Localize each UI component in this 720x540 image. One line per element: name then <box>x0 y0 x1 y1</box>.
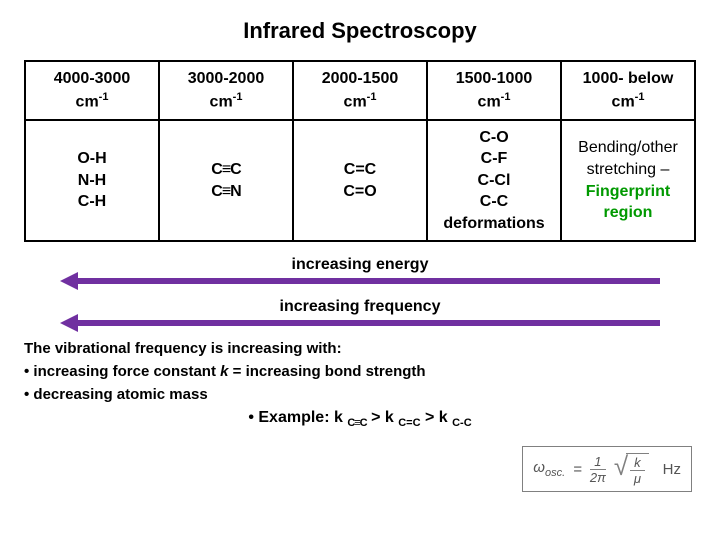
frequency-label: increasing frequency <box>24 298 696 316</box>
bond-text: C=O <box>343 183 376 200</box>
omega-symbol: ω <box>533 459 545 476</box>
unit-text: cm <box>612 93 635 110</box>
header-3000-2000: 3000-2000 cm-1 <box>159 61 293 120</box>
header-4000-3000: 4000-3000 cm-1 <box>25 61 159 120</box>
bond-text: C-H <box>78 193 106 210</box>
header-1000-below: 1000- below cm-1 <box>561 61 695 120</box>
spectroscopy-table: 4000-3000 cm-1 3000-2000 cm-1 2000-1500 … <box>24 60 696 242</box>
frac-top: k <box>630 456 645 471</box>
energy-arrow-row: increasing energy <box>24 256 696 286</box>
bond-text: C-F <box>481 150 508 167</box>
bond-text: C-C <box>480 193 508 210</box>
notes-intro: The vibrational frequency is increasing … <box>24 340 696 357</box>
fraction-1-2pi: 1 2π <box>590 455 606 484</box>
bond-text: C≡C <box>211 161 240 178</box>
bond-text: C≡N <box>211 183 240 200</box>
fingerprint-text: region <box>604 204 653 221</box>
example-line: • Example: k C≡C > k C=C > k C-C <box>24 409 696 429</box>
note-text: • increasing force constant <box>24 363 220 380</box>
desc-text: stretching – <box>587 161 670 178</box>
example-sub: C-C <box>452 418 472 430</box>
example-sub: C≡C <box>347 418 366 430</box>
unit-sup: -1 <box>367 91 377 103</box>
unit-sup: -1 <box>501 91 511 103</box>
energy-label: increasing energy <box>24 256 696 274</box>
formula-lhs: ωosc. <box>533 459 565 479</box>
page-title: Infrared Spectroscopy <box>24 18 696 44</box>
note-atomic-mass: • decreasing atomic mass <box>24 386 696 403</box>
unit-text: cm <box>344 93 367 110</box>
osc-subscript: osc. <box>545 467 565 479</box>
formula-box: ωosc. = 1 2π √ k μ Hz <box>522 446 692 492</box>
bond-text: C-O <box>479 129 508 146</box>
frac-bot: μ <box>634 471 641 485</box>
arrow-left-icon <box>60 318 660 328</box>
note-force-constant: • increasing force constant k = increasi… <box>24 363 696 380</box>
notes-section: The vibrational frequency is increasing … <box>24 340 696 429</box>
unit-sup: -1 <box>635 91 645 103</box>
arrow-left-icon <box>60 276 660 286</box>
example-text: > k <box>421 409 453 426</box>
cell-2000-1500: C=C C=O <box>293 120 427 242</box>
unit-sup: -1 <box>233 91 243 103</box>
range-text: 3000-2000 <box>188 70 265 87</box>
table-header-row: 4000-3000 cm-1 3000-2000 cm-1 2000-1500 … <box>25 61 695 120</box>
cell-4000-3000: O-H N-H C-H <box>25 120 159 242</box>
note-text: = increasing bond strength <box>228 363 425 380</box>
unit-text: cm <box>210 93 233 110</box>
unit-hz: Hz <box>663 461 681 478</box>
unit-text: cm <box>478 93 501 110</box>
range-text: 4000-3000 <box>54 70 131 87</box>
cell-1000-below: Bending/other stretching – Fingerprint r… <box>561 120 695 242</box>
cell-3000-2000: C≡C C≡N <box>159 120 293 242</box>
equals-sign: = <box>573 461 582 478</box>
fraction-k-mu: k μ <box>630 456 645 485</box>
frequency-arrow-row: increasing frequency <box>24 298 696 328</box>
bond-text: deformations <box>443 215 544 232</box>
frac-bot: 2π <box>590 470 606 484</box>
range-text: 1000- below <box>583 70 674 87</box>
desc-text: Bending/other <box>578 139 678 156</box>
sqrt-icon: √ k μ <box>614 453 649 485</box>
example-sub: C=C <box>398 418 420 430</box>
table-body-row: O-H N-H C-H C≡C C≡N C=C C=O C-O C-F C-Cl… <box>25 120 695 242</box>
example-text: > k <box>367 409 399 426</box>
range-text: 1500-1000 <box>456 70 533 87</box>
cell-1500-1000: C-O C-F C-Cl C-C deformations <box>427 120 561 242</box>
unit-text: cm <box>76 93 99 110</box>
fingerprint-text: Fingerprint <box>586 183 670 200</box>
header-2000-1500: 2000-1500 cm-1 <box>293 61 427 120</box>
bond-text: C=C <box>344 161 376 178</box>
frac-top: 1 <box>590 455 605 470</box>
range-text: 2000-1500 <box>322 70 399 87</box>
bond-text: O-H <box>77 150 106 167</box>
bond-text: C-Cl <box>478 172 511 189</box>
example-text: • Example: k <box>248 409 347 426</box>
header-1500-1000: 1500-1000 cm-1 <box>427 61 561 120</box>
bond-text: N-H <box>78 172 106 189</box>
unit-sup: -1 <box>99 91 109 103</box>
arrows-section: increasing energy increasing frequency <box>24 256 696 328</box>
